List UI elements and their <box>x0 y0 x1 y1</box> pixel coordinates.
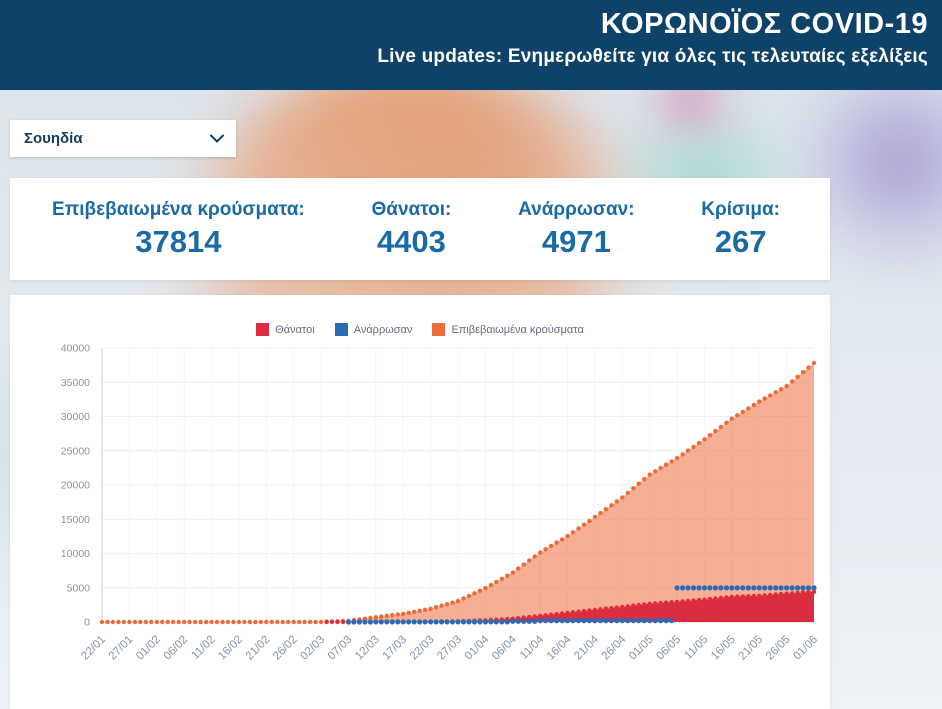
legend-item-recovered[interactable]: Ανάρρωσαν <box>334 323 413 336</box>
stat-deaths-label: Θάνατοι: <box>371 198 452 220</box>
svg-text:11/04: 11/04 <box>518 633 547 662</box>
svg-text:26/04: 26/04 <box>600 633 629 662</box>
country-select-value: Σουηδία <box>24 130 83 147</box>
page-title: ΚΟΡΩΝΟΪΟΣ COVID-19 <box>600 8 928 40</box>
chart-panel: Θάνατοι Ανάρρωσαν Επιβεβαιωμένα κρούσματ… <box>10 295 830 709</box>
svg-text:26/02: 26/02 <box>271 634 300 663</box>
legend-swatch-confirmed <box>432 323 446 336</box>
svg-text:16/05: 16/05 <box>709 634 738 663</box>
legend-label-deaths: Θάνατοι <box>275 323 315 336</box>
svg-text:0: 0 <box>84 617 90 629</box>
svg-text:06/02: 06/02 <box>161 634 190 663</box>
stat-recovered-label: Ανάρρωσαν: <box>518 198 635 220</box>
cases-chart: 0 5000 10000 15000 20000 25000 30000 35000 40000… <box>61 343 820 663</box>
svg-text:40000: 40000 <box>61 343 90 355</box>
svg-text:10000: 10000 <box>61 548 90 560</box>
svg-text:16/04: 16/04 <box>545 633 574 662</box>
country-select[interactable]: Σουηδία <box>10 120 236 157</box>
header: ΚΟΡΩΝΟΪΟΣ COVID-19 Live updates: Ενημερω… <box>0 0 942 90</box>
stat-deaths-value: 4403 <box>376 223 446 259</box>
svg-text:5000: 5000 <box>67 582 91 594</box>
svg-text:20000: 20000 <box>61 480 90 492</box>
svg-text:06/04: 06/04 <box>490 633 519 662</box>
stats-panel: Επιβεβαιωμένα κρούσματα: 37814 Θάνατοι: … <box>10 178 830 280</box>
stat-recovered: Ανάρρωσαν: 4971 <box>518 199 634 260</box>
svg-text:15000: 15000 <box>61 514 90 526</box>
legend-item-deaths[interactable]: Θάνατοι <box>256 323 315 336</box>
svg-text:27/03: 27/03 <box>435 634 464 663</box>
svg-text:35000: 35000 <box>61 377 90 389</box>
page-subtitle: Live updates: Ενημερωθείτε για όλες τις … <box>377 46 928 67</box>
svg-text:11/02: 11/02 <box>189 634 217 662</box>
stat-critical-value: 267 <box>714 223 767 259</box>
stat-confirmed-label: Επιβεβαιωμένα κρούσματα: <box>52 198 305 220</box>
svg-text:27/01: 27/01 <box>107 634 136 663</box>
svg-text:21/04: 21/04 <box>572 633 601 662</box>
svg-text:26/05: 26/05 <box>764 634 793 663</box>
svg-text:01/04: 01/04 <box>463 633 492 662</box>
legend-label-recovered: Ανάρρωσαν <box>353 323 413 336</box>
legend-item-confirmed[interactable]: Επιβεβαιωμένα κρούσματα <box>432 323 584 336</box>
stat-recovered-value: 4971 <box>541 223 611 259</box>
stat-critical-label: Κρίσιμα: <box>701 198 780 220</box>
svg-text:01/06: 01/06 <box>791 634 820 663</box>
legend-swatch-deaths <box>256 323 270 336</box>
legend-label-confirmed: Επιβεβαιωμένα κρούσματα <box>451 323 584 336</box>
chevron-down-icon <box>210 130 224 147</box>
svg-text:21/05: 21/05 <box>736 634 765 663</box>
svg-text:21/02: 21/02 <box>244 634 273 663</box>
stat-confirmed-value: 37814 <box>135 223 222 259</box>
svg-text:17/03: 17/03 <box>380 634 409 663</box>
stat-critical: Κρίσιμα: 267 <box>701 199 780 260</box>
svg-text:07/03: 07/03 <box>326 634 355 663</box>
svg-text:02/03: 02/03 <box>298 634 327 663</box>
svg-text:22/03: 22/03 <box>408 634 437 663</box>
svg-text:25000: 25000 <box>61 445 90 457</box>
svg-text:11/05: 11/05 <box>682 634 710 662</box>
svg-text:12/03: 12/03 <box>353 634 382 663</box>
chart-legend: Θάνατοι Ανάρρωσαν Επιβεβαιωμένα κρούσματ… <box>10 295 830 336</box>
legend-swatch-recovered <box>334 323 348 336</box>
svg-text:30000: 30000 <box>61 411 90 423</box>
svg-text:22/01: 22/01 <box>79 634 108 663</box>
svg-text:01/05: 01/05 <box>627 634 656 663</box>
svg-text:06/05: 06/05 <box>654 634 683 663</box>
svg-text:16/02: 16/02 <box>216 634 245 663</box>
svg-text:01/02: 01/02 <box>134 634 163 663</box>
stat-deaths: Θάνατοι: 4403 <box>371 199 451 260</box>
stat-confirmed: Επιβεβαιωμένα κρούσματα: 37814 <box>52 199 305 260</box>
